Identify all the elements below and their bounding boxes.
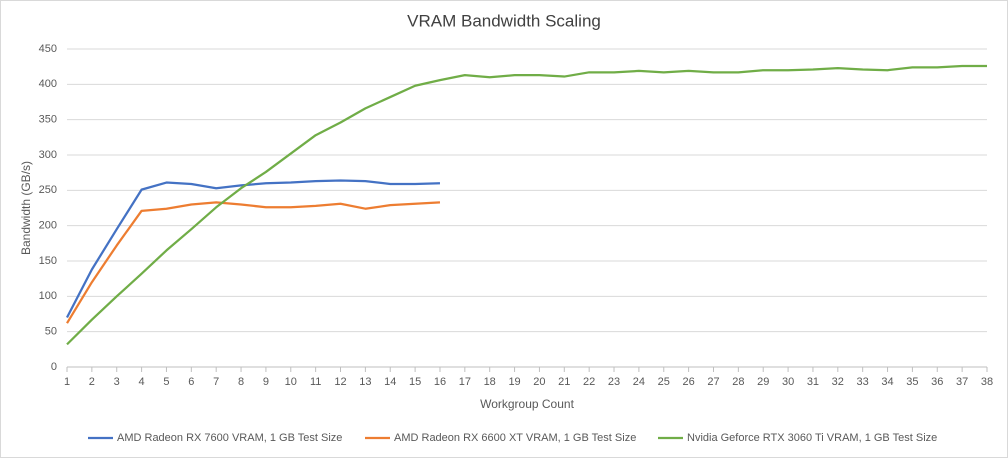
x-tick-label: 11 [310,376,321,388]
y-tick-label: 50 [45,326,57,338]
x-tick-label: 14 [384,376,396,388]
y-tick-label: 300 [39,149,57,161]
x-tick-label: 36 [931,376,943,388]
x-tick-label: 18 [484,376,496,388]
legend-label: AMD Radeon RX 6600 XT VRAM, 1 GB Test Si… [394,432,636,444]
y-tick-label: 150 [39,255,57,267]
x-tick-label: 25 [658,376,670,388]
y-tick-label: 400 [39,78,57,90]
x-tick-label: 13 [359,376,371,388]
x-tick-label: 10 [285,376,297,388]
series-line [66,64,987,346]
x-axis-title: Workgroup Count [480,397,574,411]
x-tick-label: 19 [508,376,520,388]
x-tick-label: 23 [608,376,620,388]
x-tick-label: 8 [238,376,244,388]
x-tick-label: 1 [64,376,70,388]
series-line [66,201,441,324]
x-tick-label: 34 [881,376,893,388]
x-tick-label: 21 [558,376,570,388]
x-tick-label: 15 [409,376,421,388]
series-line [66,179,441,319]
y-tick-label: 250 [39,184,57,196]
x-tick-label: 35 [906,376,918,388]
x-tick-label: 9 [263,376,269,388]
x-tick-label: 4 [139,376,145,388]
x-tick-label: 38 [981,376,993,388]
legend-label: Nvidia Geforce RTX 3060 Ti VRAM, 1 GB Te… [687,432,937,444]
x-tick-label: 20 [533,376,545,388]
y-tick-label: 450 [39,43,57,55]
chart-title: VRAM Bandwidth Scaling [407,11,601,30]
y-tick-label: 0 [51,361,57,373]
y-axis-title: Bandwidth (GB/s) [19,161,33,255]
x-tick-label: 33 [857,376,869,388]
x-tick-label: 26 [682,376,694,388]
x-tick-label: 29 [757,376,769,388]
legend-label: AMD Radeon RX 7600 VRAM, 1 GB Test Size [117,432,342,444]
x-tick-label: 3 [114,376,120,388]
x-tick-label: 5 [163,376,169,388]
x-tick-label: 30 [782,376,794,388]
y-tick-label: 100 [39,290,57,302]
x-tick-label: 12 [334,376,346,388]
x-tick-label: 32 [832,376,844,388]
x-tick-label: 6 [188,376,194,388]
x-tick-label: 22 [583,376,595,388]
x-tick-label: 37 [956,376,968,388]
x-tick-label: 16 [434,376,446,388]
x-tick-label: 28 [732,376,744,388]
x-tick-label: 2 [89,376,95,388]
y-tick-label: 350 [39,114,57,126]
x-tick-label: 7 [213,376,219,388]
x-tick-label: 31 [807,376,819,388]
x-tick-label: 17 [459,376,471,388]
x-tick-label: 27 [707,376,719,388]
x-tick-label: 24 [633,376,645,388]
y-tick-label: 200 [39,220,57,232]
